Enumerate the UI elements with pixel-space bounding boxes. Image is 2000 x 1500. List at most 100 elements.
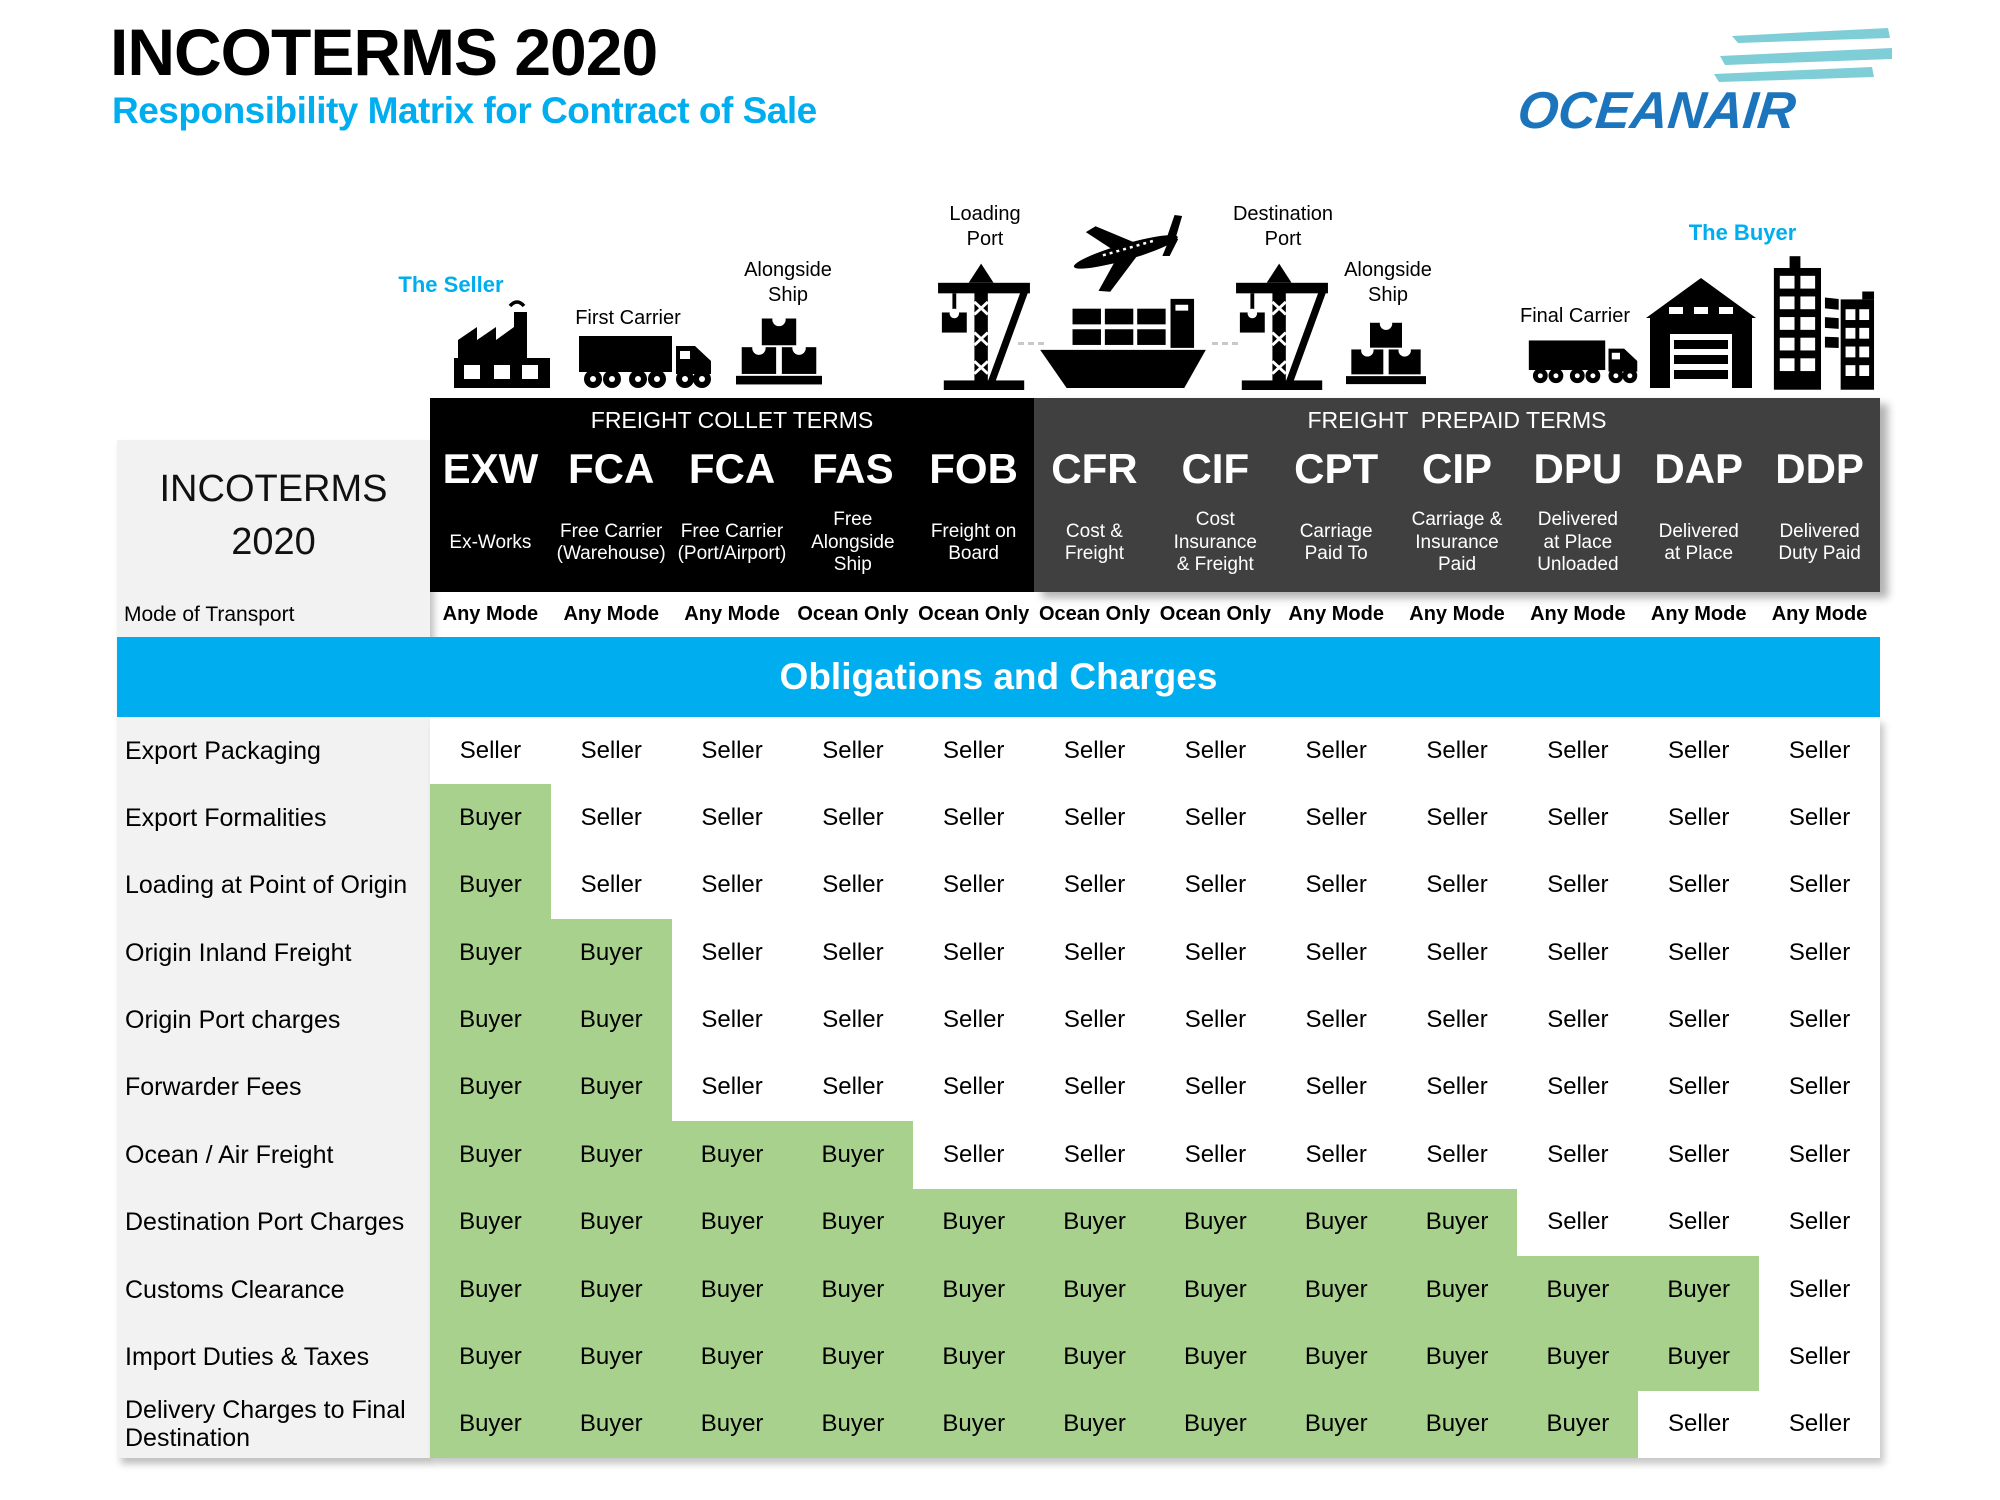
row-label: Delivery Charges to Final Destination	[125, 1396, 406, 1453]
matrix-cell: Seller	[1154, 717, 1276, 785]
matrix-cell: Seller	[1396, 851, 1518, 920]
column-name: Free Alongside Ship	[811, 509, 895, 576]
matrix-cell: Seller	[1034, 919, 1155, 987]
freight-prepaid-group: FREIGHT PREPAID TERMS CFR Cost & Freight C…	[1034, 398, 1880, 592]
matrix-cell: Seller	[792, 851, 914, 920]
matrix-cell: Buyer	[671, 1323, 793, 1391]
matrix-cell: Seller	[1517, 919, 1639, 987]
table-row: Buyer Buyer Seller Seller Seller Seller Seller…	[430, 1053, 1880, 1122]
matrix-cell: Seller	[671, 919, 793, 987]
matrix-cell: Seller	[792, 986, 914, 1054]
column-header-ddp-11: DDP Delivered Duty Paid	[1759, 438, 1880, 592]
row-label: Export Packaging	[125, 736, 321, 765]
matrix-cell: Seller	[1034, 851, 1155, 920]
mode-cell-exw-0: Any Mode	[442, 603, 539, 625]
table-row: Buyer Buyer Buyer Buyer Buyer Buyer Buyer Buyer…	[430, 1390, 1880, 1458]
column-header-dpu-9: DPU Delivered at Place Unloaded	[1517, 438, 1638, 592]
matrix-cell: Buyer	[430, 986, 551, 1054]
matrix-cell: Seller	[1638, 1390, 1760, 1458]
freight-collect-group: FREIGHT COLLET TERMS EXW Ex-Works FCA Free …	[430, 398, 1034, 592]
seller-label: The Seller	[398, 272, 504, 297]
matrix-cell: Buyer	[430, 1121, 551, 1189]
matrix-cell: Buyer	[1517, 1255, 1639, 1324]
column-name: Delivered Duty Paid	[1778, 520, 1861, 564]
matrix-cell: Buyer	[1396, 1390, 1518, 1458]
matrix-cell: Buyer	[430, 1188, 551, 1256]
matrix-cell: Buyer	[1517, 1390, 1639, 1458]
table-row: Buyer Seller Seller Seller Seller Seller Selle…	[430, 784, 1880, 852]
matrix-cell: Seller	[1638, 717, 1760, 785]
matrix-cell: Seller	[550, 851, 672, 920]
column-header-cip-8: CIP Carriage & Insurance Paid	[1397, 438, 1518, 592]
matrix-cell: Buyer	[430, 1255, 551, 1324]
mode-cell-cip-8: Any Mode	[1409, 603, 1505, 625]
matrix-cell: Buyer	[1396, 1255, 1518, 1324]
matrix-cell: Buyer	[1638, 1323, 1760, 1391]
matrix-cell: Seller	[1517, 784, 1639, 852]
matrix-cell: Seller	[1034, 986, 1155, 1054]
column-code: FCA	[568, 445, 655, 492]
column-name: Freight on Board	[930, 520, 1017, 564]
matrix-cell: Buyer	[792, 1323, 914, 1391]
matrix-cell: Seller	[1154, 986, 1276, 1054]
freight-prepaid-title: FREIGHT PREPAID TERMS	[1307, 407, 1607, 433]
matrix-cell: Buyer	[1275, 1255, 1397, 1324]
matrix-cell: Seller	[1638, 851, 1760, 920]
column-header-cpt-7: CPT Carriage Paid To	[1276, 438, 1397, 592]
matrix-cell: Seller	[1759, 1053, 1880, 1122]
column-code: CPT	[1294, 445, 1379, 492]
row-label: Forwarder Fees	[125, 1073, 302, 1102]
matrix-cell: Buyer	[792, 1255, 914, 1324]
matrix-cell: Seller	[1759, 986, 1880, 1054]
mode-cell-cfr-5: Ocean Only	[1038, 603, 1151, 625]
column-header-dap-10: DAP Delivered at Place	[1638, 438, 1759, 592]
matrix-cell: Buyer	[550, 1053, 672, 1122]
matrix-cell: Seller	[671, 851, 793, 920]
container-ship-icon	[1036, 293, 1210, 391]
loading-port-label: Loading Port	[949, 203, 1021, 250]
matrix-cell: Buyer	[1034, 1323, 1155, 1391]
matrix-cell: Buyer	[792, 1390, 914, 1458]
matrix-cell: Seller	[671, 784, 793, 852]
matrix-cell: Seller	[1517, 1188, 1639, 1256]
matrix-cell: Seller	[913, 717, 1035, 785]
matrix-cell: Seller	[1034, 1053, 1155, 1122]
table-row: Buyer Buyer Buyer Buyer Buyer Buyer Buyer Buyer…	[430, 1188, 1880, 1256]
matrix-cell: Buyer	[550, 919, 672, 987]
matrix-cell: Seller	[1154, 1121, 1276, 1189]
column-name: Cost & Freight	[1064, 520, 1124, 564]
matrix-cell: Buyer	[671, 1121, 793, 1189]
column-code: CFR	[1051, 445, 1138, 492]
matrix-cell: Seller	[1517, 986, 1639, 1054]
factory-icon	[452, 298, 552, 390]
column-code: DAP	[1654, 445, 1744, 492]
matrix-cell: Buyer	[671, 1188, 793, 1256]
column-header-exw-0: EXW Ex-Works	[430, 438, 551, 592]
matrix-cell: Seller	[1396, 1121, 1518, 1189]
mode-cell-cif-6: Ocean Only	[1159, 603, 1271, 625]
mode-cell-fas-3: Ocean Only	[797, 603, 909, 625]
matrix-cell: Seller	[1759, 851, 1880, 920]
column-name: Delivered at Place	[1658, 520, 1739, 564]
column-header-fca-1: FCA Free Carrier (Warehouse)	[551, 438, 672, 592]
matrix-cell: Buyer	[1034, 1188, 1155, 1256]
column-name: Carriage Paid To	[1299, 520, 1373, 564]
matrix-cell: Buyer	[550, 986, 672, 1054]
matrix-cell: Buyer	[430, 851, 551, 920]
matrix-cell: Seller	[550, 717, 672, 785]
freight-collect-title: FREIGHT COLLET TERMS	[590, 407, 874, 433]
matrix-cell: Buyer	[550, 1255, 672, 1324]
table-row: Buyer Buyer Seller Seller Seller Seller Seller…	[430, 986, 1880, 1054]
mode-cell-fca-2: Any Mode	[684, 603, 780, 625]
mode-cell-dap-10: Any Mode	[1650, 603, 1747, 625]
journey-dash-right	[1212, 342, 1238, 345]
first-carrier-label: First Carrier	[575, 307, 681, 329]
matrix-cell: Seller	[913, 851, 1035, 920]
matrix-cell: Seller	[1396, 919, 1518, 987]
matrix-cell: Seller	[792, 717, 914, 785]
alongside-ship-destination-label: Alongside Ship	[1344, 259, 1432, 306]
column-code: FCA	[688, 445, 776, 492]
matrix-cell: Buyer	[550, 1188, 672, 1256]
column-header-fas-3: FAS Free Alongside Ship	[792, 438, 913, 592]
matrix-cell: Seller	[1638, 1053, 1760, 1122]
